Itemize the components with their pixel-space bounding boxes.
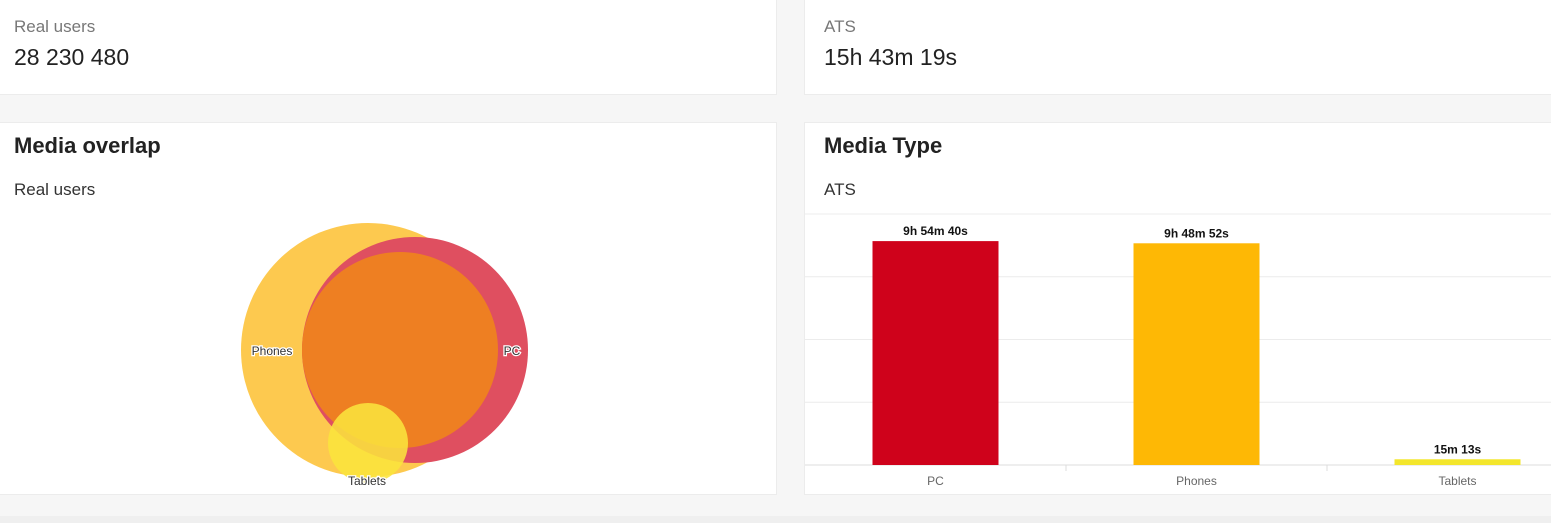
bar-pc[interactable] [872,241,999,465]
kpi-label: Real users [14,17,96,36]
media-type-card: Media Type ATS 9h 54m 40s PC 9h 48m 52s Pho… [804,122,1551,495]
kpi-value: 28 230 480 [14,44,130,70]
kpi-card-real-users: Real users 28 230 480 [0,0,777,95]
x-tick-label-pc: PC [927,474,944,488]
media-overlap-card: Media overlap Real users Phones PC Table… [0,122,777,495]
card-subtitle: Real users [14,180,96,199]
x-tick-label-phones: Phones [1176,474,1217,488]
card-subtitle: ATS [824,180,856,199]
kpi-label: ATS [824,17,856,36]
data-label-tablets: 15m 13s [1434,442,1482,456]
venn-circle-tablets[interactable] [328,403,408,483]
data-label-pc: 9h 54m 40s [903,224,968,238]
bar-chart: 9h 54m 40s PC 9h 48m 52s Phones 15m 13s Table… [805,213,1551,488]
bar-tablets[interactable] [1394,459,1521,465]
kpi-card-ats: ATS 15h 43m 19s [804,0,1551,95]
data-label-phones: 9h 48m 52s [1164,226,1229,240]
bottom-divider [0,516,1551,523]
venn-label-tablets: Tablets [348,474,386,488]
kpi-value: 15h 43m 19s [824,44,957,70]
card-title: Media Type [824,133,943,158]
bar-phones[interactable] [1133,243,1260,465]
venn-chart: Phones PC Tablets [241,223,528,489]
venn-label-phones: Phones [252,344,293,358]
card-title: Media overlap [14,133,161,158]
x-tick-label-tablets: Tablets [1438,474,1476,488]
venn-intersection-phones-pc[interactable] [302,252,498,448]
venn-label-pc: PC [504,344,521,358]
